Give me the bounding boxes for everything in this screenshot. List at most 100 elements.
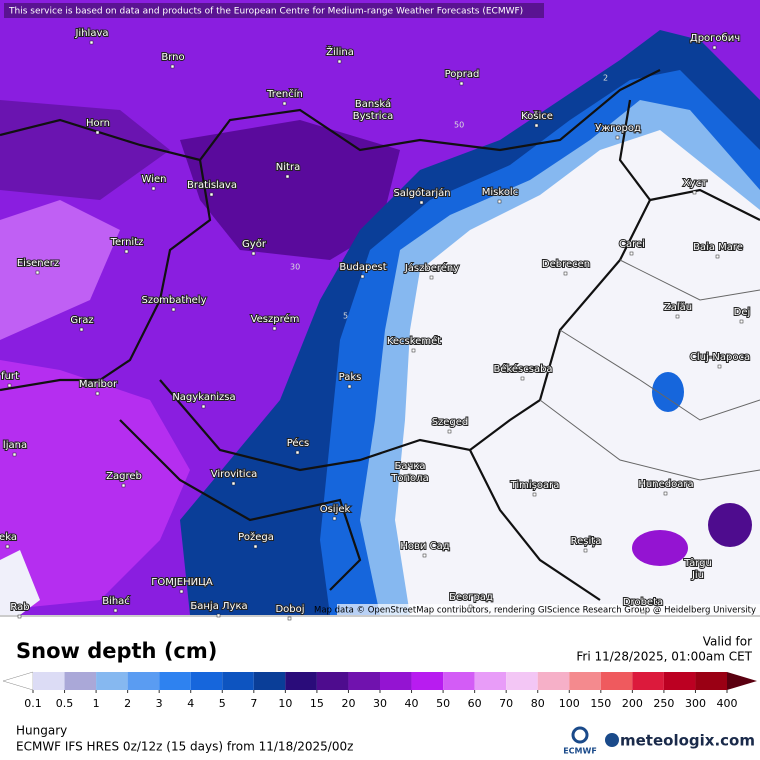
colorbar-label: 60 (468, 697, 482, 710)
colorbar-label: 10 (278, 697, 292, 710)
city-label: Hunedoara (638, 479, 693, 490)
borders (0, 69, 760, 601)
city-label: Košice (521, 110, 553, 122)
city-marker (534, 123, 539, 128)
city-marker (231, 481, 236, 486)
model-info: ECMWF IFS HRES 0z/12z (15 days) from 11/… (16, 740, 353, 754)
colorbar-segment (695, 672, 727, 690)
sea (0, 550, 40, 615)
city-label: Debrecen (542, 259, 590, 270)
attribution: This service is based on data and produc… (8, 7, 523, 17)
map-credits: Map data © OpenStreetMap contributors, r… (314, 606, 756, 616)
city-marker (717, 364, 722, 369)
city-marker (253, 544, 258, 549)
colorbar-segment (33, 672, 65, 690)
colorbar-label: 400 (717, 697, 738, 710)
city-marker (121, 483, 126, 488)
area-dark (180, 120, 400, 260)
colorbar-arrow (2, 671, 34, 691)
city-label: ljana (3, 440, 27, 451)
city-marker (35, 270, 40, 275)
colorbar-label: 0.5 (56, 697, 74, 710)
city-marker (95, 130, 100, 135)
city-label: furt (1, 371, 19, 382)
colorbar-segment (506, 672, 538, 690)
colorbar-label: 20 (341, 697, 355, 710)
colorbar-segment (222, 672, 254, 690)
city-label: Horn (86, 118, 110, 129)
city-marker (151, 186, 156, 191)
colorbar-label: 40 (405, 697, 419, 710)
city-marker (497, 199, 502, 204)
colorbar-segment (316, 672, 349, 690)
city-marker (629, 251, 634, 256)
city-marker (113, 608, 118, 613)
city-marker (583, 548, 588, 553)
city-marker (692, 190, 697, 195)
city-marker (429, 275, 434, 280)
colorbar-segment (253, 672, 286, 690)
city-marker (287, 616, 292, 621)
city-marker (209, 192, 214, 197)
city-label: Szeged (432, 417, 469, 428)
city-marker (563, 271, 568, 276)
city-label: Budapest (339, 262, 386, 273)
city-marker (360, 274, 365, 279)
colorbar-label: 0.1 (24, 697, 42, 710)
city-label: Wien (142, 174, 167, 185)
city-label: Дрогобич (690, 33, 740, 44)
city-label: Brno (161, 52, 184, 63)
city-marker (419, 200, 424, 205)
city-marker (251, 251, 256, 256)
city-marker (295, 450, 300, 455)
colorbar-segment (380, 672, 412, 690)
city-label: Požega (238, 531, 274, 543)
colorbar-segment (127, 672, 160, 690)
region: Hungary (16, 724, 67, 738)
colorbar-label: 30 (373, 697, 387, 710)
city-label: ГОМЈЕНИЦА (151, 577, 213, 588)
colorbar-label: 50 (436, 697, 450, 710)
city-marker (347, 384, 352, 389)
city-label: Szombathely (141, 295, 206, 306)
colorbar-label: 2 (124, 697, 131, 710)
colorbar-segment (569, 672, 601, 690)
city-marker (5, 544, 10, 549)
contour-label: 50 (454, 121, 464, 130)
peak (652, 372, 684, 412)
city-marker (337, 59, 342, 64)
city-label: Graz (70, 315, 93, 326)
city-label: Baia Mare (693, 242, 743, 253)
city-label: eka (0, 532, 17, 543)
city-marker (739, 319, 744, 324)
city-marker (712, 45, 717, 50)
city-marker (520, 376, 525, 381)
city-label: Žilina (326, 45, 354, 58)
city-label: Salgótarján (393, 187, 450, 199)
city-labels: Jihlava Brno Žilina Poprad Дрогобич Trenčín Ba… (0, 27, 751, 621)
area-white (395, 130, 760, 615)
contour-label: 5 (343, 312, 348, 321)
colorbar-segment (411, 672, 444, 690)
city-label: Timișoara (510, 480, 560, 491)
colorbar-label: 15 (310, 697, 324, 710)
area-magenta (0, 360, 190, 610)
city-label: Nitra (276, 162, 300, 173)
city-marker (7, 383, 12, 388)
city-label: Békéscsaba (493, 363, 552, 375)
colorbar-segment (474, 672, 507, 690)
city-label: Bratislava (187, 180, 237, 191)
city-label: Београд (449, 592, 493, 603)
colorbar-label: 4 (187, 697, 194, 710)
city-label: Banská (355, 98, 391, 110)
city-label: Хуст (683, 178, 707, 189)
city-marker (459, 81, 464, 86)
colorbar-segment (632, 672, 664, 690)
city-label: Bystrica (353, 111, 393, 122)
contour-label: 2 (603, 74, 608, 83)
city-marker (17, 614, 22, 619)
colorbar-segment (537, 672, 570, 690)
colorbar-label: 100 (559, 697, 580, 710)
contour-label: 30 (290, 263, 300, 272)
